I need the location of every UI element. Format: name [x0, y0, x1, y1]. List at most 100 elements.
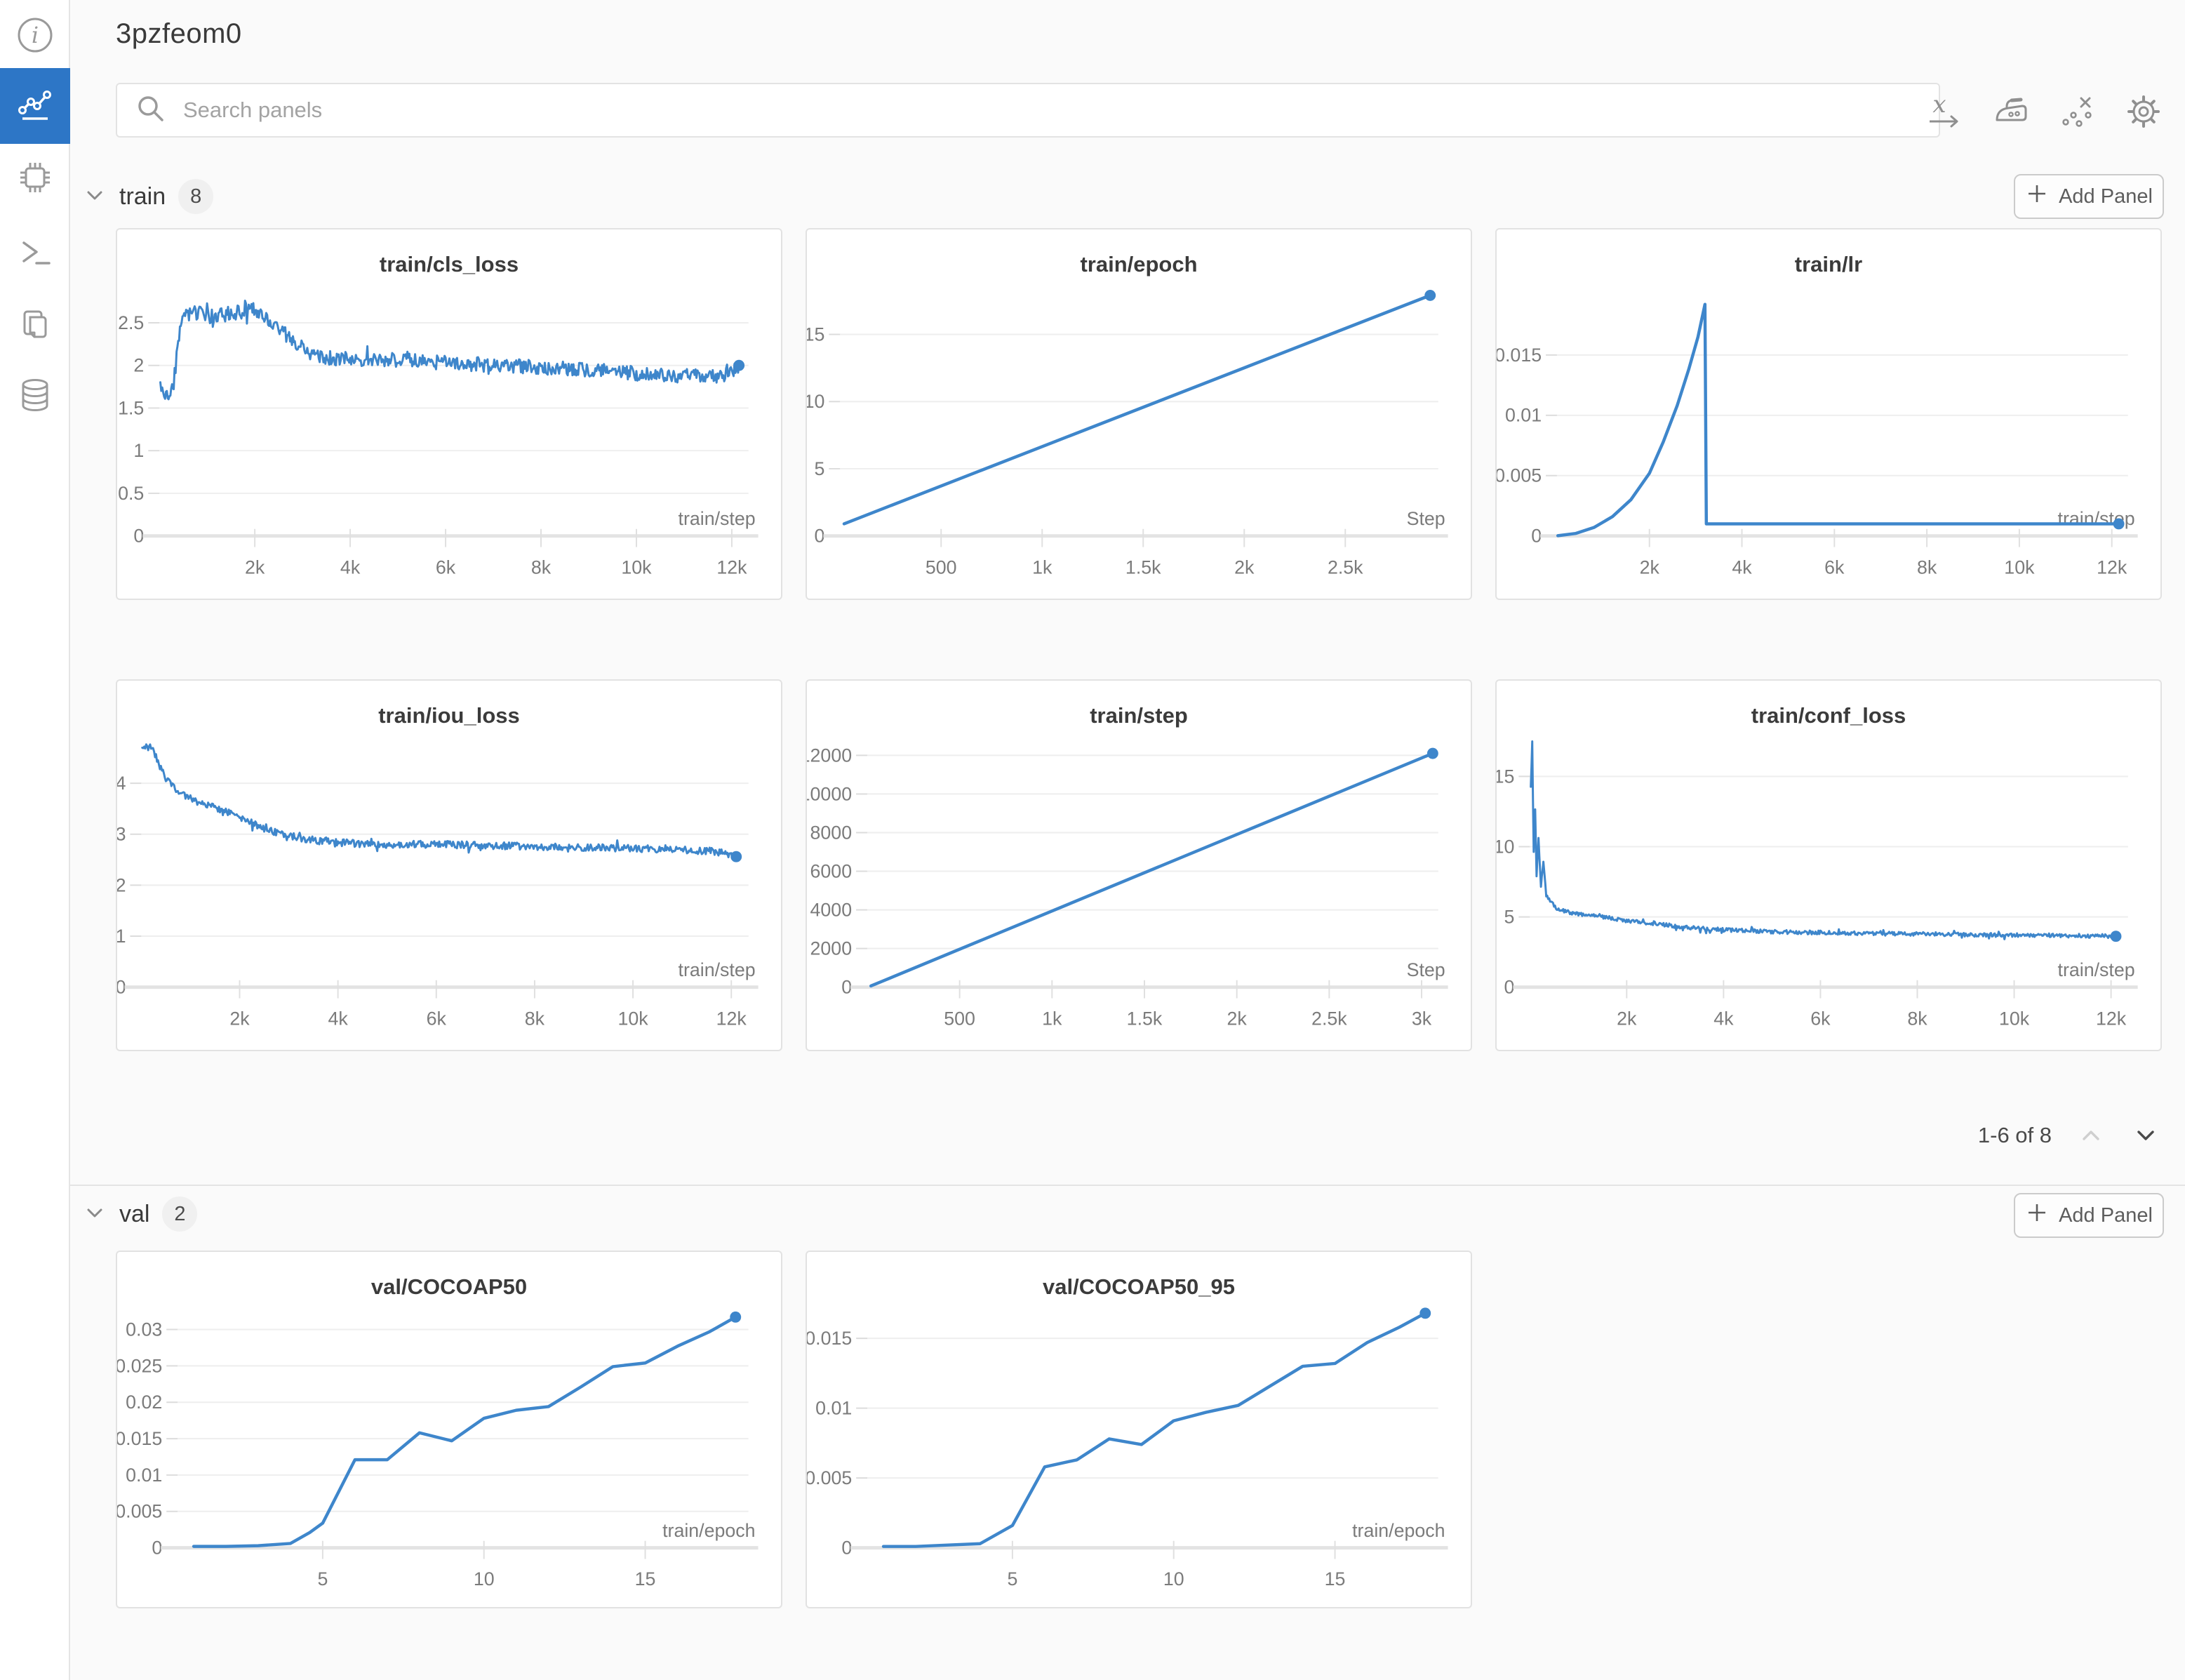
svg-text:4000: 4000: [810, 900, 853, 921]
svg-text:0: 0: [841, 977, 852, 998]
panel-val-cocoap50-95[interactable]: val/COCOAP50_95 0 0.005 0.01 0.015 5 10 15 trai…: [806, 1251, 1472, 1608]
chip-icon: [15, 158, 55, 197]
svg-text:6k: 6k: [1824, 556, 1845, 578]
section-header-val[interactable]: val 2: [83, 1196, 198, 1232]
svg-text:2.5: 2.5: [118, 312, 144, 333]
panel-train-cls-loss[interactable]: train/cls_loss 0 0.5 1 1.5 2 2.5 2k 4k 6k 8k 10k 12…: [116, 228, 782, 600]
chart-val-cocoap50[interactable]: 0 0.005 0.01 0.015 0.02 0.025 0.03 5 10 15 train/e…: [117, 1252, 781, 1607]
svg-text:2.5k: 2.5k: [1328, 556, 1363, 578]
database-icon: [15, 375, 55, 415]
panel-train-lr[interactable]: train/lr 0 0.005 0.01 0.015 2k 4k 6k 8k 10k 12k tr…: [1495, 228, 2162, 600]
panel-val-cocoap50[interactable]: val/COCOAP50 0 0.005 0.01 0.015 0.02 0.025 0.0…: [116, 1251, 782, 1608]
add-panel-label: Add Panel: [2059, 185, 2153, 208]
panel-train-conf-loss[interactable]: train/conf_loss 0 5 10 15 2k 4k 6k 8k 10k 12k trai…: [1495, 679, 2162, 1051]
svg-text:15: 15: [635, 1568, 656, 1589]
svg-text:4: 4: [117, 773, 126, 794]
svg-text:Step: Step: [1407, 959, 1445, 980]
svg-text:10000: 10000: [807, 783, 852, 804]
svg-text:5: 5: [1007, 1568, 1017, 1589]
svg-text:2k: 2k: [1617, 1008, 1637, 1029]
chart-val-cocoap50-95[interactable]: 0 0.005 0.01 0.015 5 10 15 train/epoch: [807, 1252, 1471, 1607]
svg-text:0: 0: [117, 977, 126, 998]
settings-gear-icon[interactable]: [2122, 90, 2165, 133]
svg-text:x: x: [1932, 91, 1946, 119]
terminal-icon: [15, 233, 55, 272]
sidebar-item-logs[interactable]: [0, 218, 70, 288]
svg-text:2.5k: 2.5k: [1311, 1008, 1347, 1029]
svg-text:train/epoch: train/epoch: [1352, 1520, 1445, 1541]
chevron-down-icon: [83, 183, 107, 211]
add-panel-button-train[interactable]: Add Panel: [2014, 174, 2164, 219]
svg-text:i: i: [32, 22, 39, 48]
svg-text:3k: 3k: [1412, 1008, 1432, 1029]
svg-text:12k: 12k: [2096, 1008, 2127, 1029]
svg-text:0.01: 0.01: [815, 1398, 852, 1419]
svg-text:3: 3: [117, 824, 126, 845]
search-panels-box: [116, 83, 1940, 138]
line-chart-icon: [15, 86, 55, 126]
panel-title: train/lr: [1794, 252, 1863, 276]
sidebar-item-artifacts[interactable]: [0, 360, 70, 430]
smoothing-iron-icon[interactable]: [1990, 90, 2033, 133]
search-input[interactable]: [183, 98, 1922, 123]
sidebar: i: [0, 0, 70, 1680]
svg-text:0.015: 0.015: [1497, 345, 1542, 366]
train-pagination: 1-6 of 8: [1978, 1120, 2161, 1151]
section-divider: [70, 1185, 2185, 1186]
panel-train-iou-loss[interactable]: train/iou_loss 0 1 2 3 4 2k 4k 6k 8k 10k 12k train/…: [116, 679, 782, 1051]
svg-text:0.03: 0.03: [126, 1319, 162, 1340]
svg-text:0.02: 0.02: [126, 1392, 162, 1413]
svg-text:8k: 8k: [1917, 556, 1937, 578]
val-panel-grid: val/COCOAP50 0 0.005 0.01 0.015 0.02 0.025 0.0…: [116, 1251, 1472, 1608]
panel-train-epoch[interactable]: train/epoch 0 5 10 15 500 1k 1.5k 2k 2.5k Step: [806, 228, 1472, 600]
panel-train-step[interactable]: train/step 0 2000 4000 6000 8000 10000 12000 50…: [806, 679, 1472, 1051]
svg-text:8000: 8000: [810, 822, 853, 843]
panel-count-badge: 2: [162, 1196, 198, 1232]
svg-text:0.005: 0.005: [117, 1501, 162, 1522]
panel-count-badge: 8: [178, 179, 214, 214]
sidebar-item-files[interactable]: [0, 290, 70, 360]
panel-title: val/COCOAP50_95: [1043, 1274, 1235, 1299]
add-panel-button-val[interactable]: Add Panel: [2014, 1193, 2164, 1238]
svg-text:2k: 2k: [229, 1008, 250, 1029]
svg-text:5: 5: [317, 1568, 328, 1589]
chart-train-epoch[interactable]: 0 5 10 15 500 1k 1.5k 2k 2.5k Step: [807, 229, 1471, 599]
svg-text:0: 0: [152, 1538, 162, 1559]
svg-text:2k: 2k: [245, 556, 265, 578]
add-panel-label: Add Panel: [2059, 1204, 2153, 1227]
svg-text:8k: 8k: [531, 556, 552, 578]
chevron-up-icon[interactable]: [2076, 1120, 2106, 1151]
svg-text:1.5: 1.5: [118, 397, 144, 418]
chart-train-step[interactable]: 0 2000 4000 6000 8000 10000 12000 500 1k 1.5k 2k 2.…: [807, 681, 1471, 1050]
sidebar-item-charts[interactable]: [0, 68, 70, 144]
svg-text:6000: 6000: [810, 860, 853, 881]
svg-text:0.015: 0.015: [807, 1328, 852, 1349]
svg-text:train/epoch: train/epoch: [662, 1520, 755, 1541]
x-axis-icon[interactable]: x: [1924, 90, 1967, 133]
section-header-train[interactable]: train 8: [83, 179, 214, 214]
panel-title: train/conf_loss: [1751, 703, 1906, 728]
panel-title: train/iou_loss: [378, 703, 520, 728]
plus-icon: [2025, 1201, 2049, 1230]
outliers-icon[interactable]: [2056, 90, 2099, 133]
chart-train-conf-loss[interactable]: 0 5 10 15 2k 4k 6k 8k 10k 12k train/step: [1497, 681, 2160, 1050]
chart-train-iou-loss[interactable]: 0 1 2 3 4 2k 4k 6k 8k 10k 12k train/step: [117, 681, 781, 1050]
plus-icon: [2025, 182, 2049, 211]
svg-text:2: 2: [133, 355, 144, 376]
svg-text:1: 1: [117, 926, 126, 947]
sidebar-item-overview[interactable]: i: [0, 0, 70, 70]
svg-text:0.01: 0.01: [1505, 405, 1542, 426]
svg-text:10: 10: [1163, 1568, 1184, 1589]
svg-text:train/step: train/step: [679, 508, 756, 529]
svg-text:Step: Step: [1407, 508, 1445, 529]
svg-text:8k: 8k: [525, 1008, 545, 1029]
chevron-down-icon[interactable]: [2130, 1120, 2161, 1151]
chart-train-cls-loss[interactable]: 0 0.5 1 1.5 2 2.5 2k 4k 6k 8k 10k 12k train/step: [117, 229, 781, 599]
svg-text:12k: 12k: [716, 1008, 747, 1029]
svg-text:15: 15: [1497, 766, 1514, 787]
svg-text:10: 10: [807, 391, 824, 412]
sidebar-item-system[interactable]: [0, 142, 70, 213]
svg-text:0: 0: [133, 526, 144, 547]
section-label: train: [119, 182, 166, 210]
